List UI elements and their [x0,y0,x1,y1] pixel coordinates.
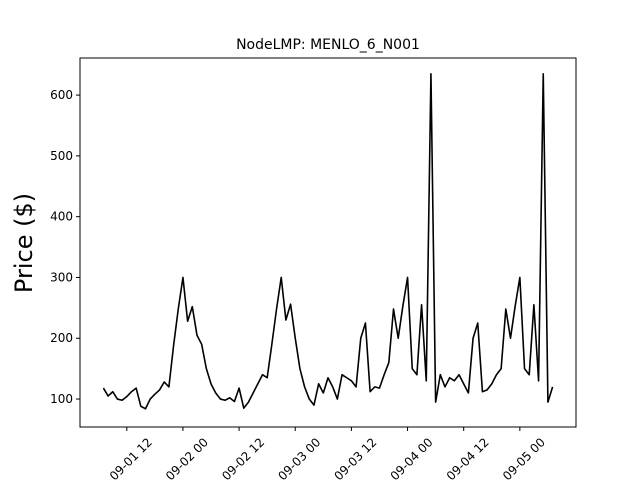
y-tick-label: 600 [50,88,73,102]
y-tick-label: 300 [50,270,73,284]
price-line [102,73,554,410]
y-tick-label: 400 [50,210,73,224]
y-tick-label: 200 [50,331,73,345]
chart-title: NodeLMP: MENLO_6_N001 [236,37,420,53]
y-axis-label: Price ($) [10,193,38,293]
plot-frame [79,57,577,428]
y-tick-label: 100 [50,392,73,406]
y-tick-label: 500 [50,149,73,163]
